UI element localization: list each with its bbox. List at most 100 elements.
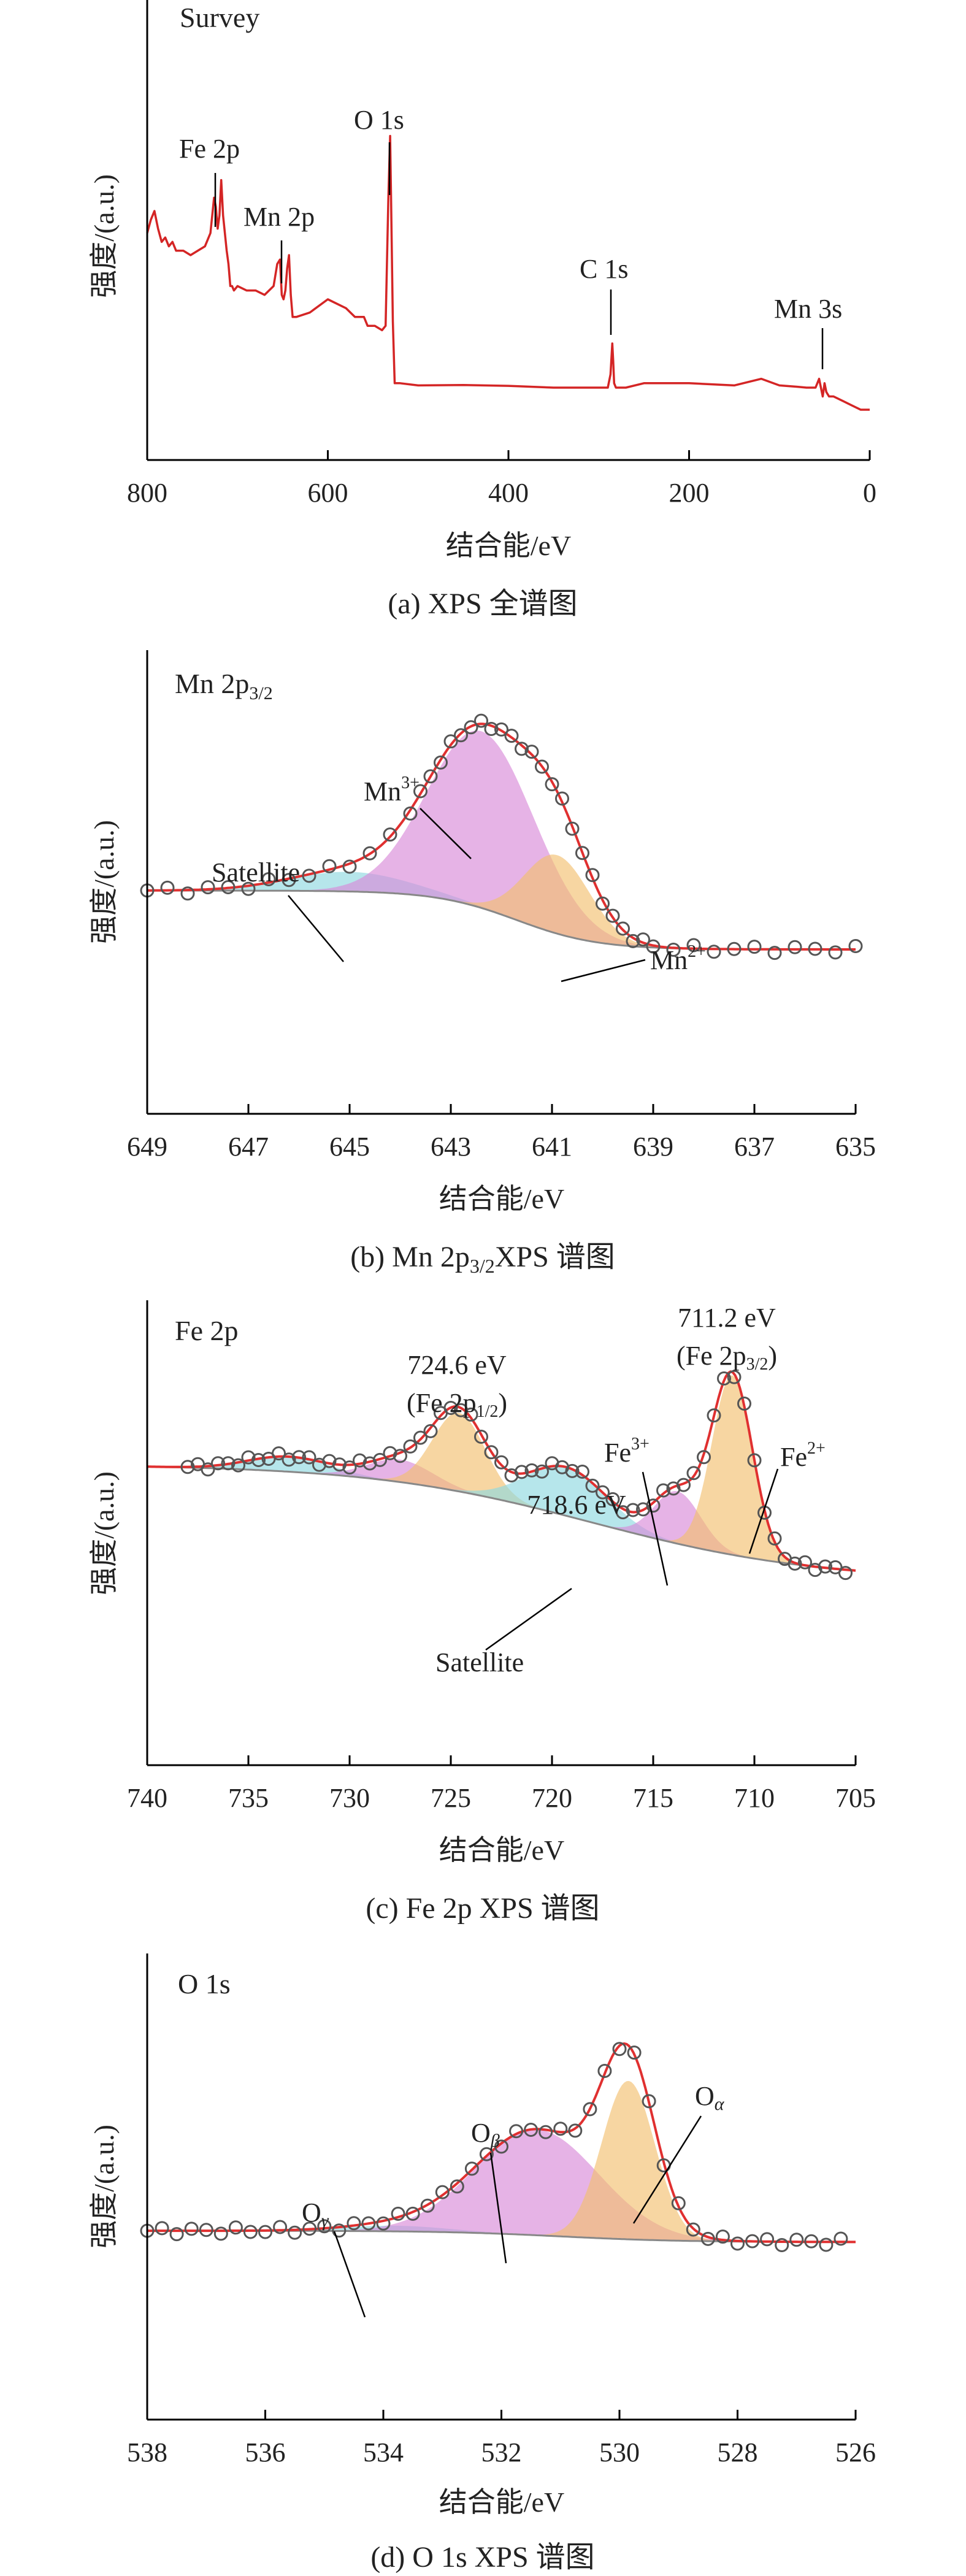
panel-d-tick-label-528: 528 — [718, 2437, 758, 2467]
panel-d-data-point — [391, 2206, 405, 2221]
panel-a-plot-area — [146, 134, 870, 411]
panel-b-label-mn3-sup: 3+ — [401, 773, 420, 792]
panel-c-data-point — [302, 1450, 316, 1465]
panel-d-data-point — [361, 2216, 376, 2231]
panel-b-tick-label-635: 635 — [835, 1132, 876, 1162]
panel-a-y-label: 强度/(a.u.) — [88, 174, 120, 298]
panel-c-label-fe2: Fe2+ — [780, 1439, 826, 1472]
panel-b-data-point — [515, 742, 529, 756]
panel-b-data-point — [322, 859, 337, 873]
panel-d-label-ob-main: O — [471, 2118, 491, 2148]
panel-b-caption: (b) Mn 2p3/2XPS 谱图 — [350, 1241, 615, 1277]
panel-d-data-point — [627, 2045, 642, 2060]
panel-a-tick-label-200: 200 — [669, 478, 710, 508]
panel-c-data-point — [464, 1407, 478, 1422]
panel-b-data-point — [535, 759, 549, 774]
panel-b-data-point — [646, 939, 661, 954]
panel-d-data-point — [568, 2123, 583, 2138]
panel-c-peak-5 — [147, 1375, 856, 1571]
panel-b-data-point — [434, 755, 448, 770]
panel-c-data-point — [180, 1460, 195, 1474]
panel-c-label-fe2p12-main: (Fe 2p — [407, 1388, 477, 1418]
panel-c-data-point — [201, 1462, 215, 1477]
panel-b-tick-label-641: 641 — [532, 1132, 572, 1162]
panel-d-x-ticks: 538 536 534 532 530 528 526 — [127, 2410, 876, 2467]
panel-b-data-point — [707, 945, 721, 959]
panel-d-tick-label-530: 530 — [599, 2437, 640, 2467]
panel-c-data-point — [575, 1465, 589, 1479]
panel-b-data-point — [727, 941, 742, 956]
panel-d-data-point — [376, 2216, 391, 2231]
panel-d-data-point — [524, 2123, 539, 2137]
panel-b: 649 647 645 643 641 639 637 635 Mn 2p3/2 Satell… — [88, 650, 876, 1277]
panel-b-data-point — [494, 722, 508, 737]
panel-c-data-point — [656, 1483, 670, 1498]
panel-d-data-point — [273, 2220, 288, 2234]
panel-d-tick-label-526: 526 — [835, 2437, 876, 2467]
panel-d-data-point — [775, 2238, 789, 2252]
panel-c-peak-3 — [147, 1466, 856, 1571]
panel-d-data-point — [435, 2185, 450, 2199]
panel-d-data-point — [405, 2206, 420, 2221]
panel-c-data-point — [251, 1453, 266, 1467]
panel-b-tick-label-645: 645 — [329, 1132, 370, 1162]
panel-b-data-point — [585, 868, 600, 883]
panel-b-label-satellite: Satellite — [212, 857, 300, 887]
panel-c-label-fe2p12: (Fe 2p1/2) — [407, 1388, 507, 1421]
panel-c-data-point — [282, 1452, 296, 1467]
panel-d-data-point — [184, 2221, 199, 2236]
panel-d-data-point — [243, 2225, 258, 2239]
panel-b-data-point — [201, 880, 215, 895]
panel-d-data-point — [450, 2179, 464, 2194]
panel-b-data-point — [524, 745, 539, 759]
panel-c-data-point — [373, 1452, 387, 1467]
panel-a-title: Survey — [180, 2, 259, 33]
panel-a: 800 600 400 200 0 Survey Fe 2p O 1s Mn 2p C … — [88, 0, 876, 620]
panel-b-caption-pre: (b) Mn 2p — [350, 1241, 470, 1273]
panel-b-data-point — [383, 827, 397, 842]
panel-d-data-point — [539, 2125, 553, 2139]
panel-c-data-point — [717, 1371, 731, 1386]
panel-a-tick-label-600: 600 — [308, 478, 348, 508]
panel-d-data-point — [730, 2236, 745, 2251]
panel-b-title: Mn 2p3/2 — [175, 668, 273, 703]
panel-c-label-satellite: Satellite — [435, 1647, 524, 1677]
panel-d-data-point — [169, 2227, 184, 2242]
panel-d-data-point — [715, 2229, 730, 2244]
panel-d-leader-oa — [632, 2115, 702, 2224]
panel-c-label-fe2-sup: 2+ — [807, 1439, 826, 1458]
panel-c-data-point — [838, 1566, 853, 1581]
panel-c-data-point — [767, 1531, 782, 1546]
panel-c-label-fe2p32-main: (Fe 2p — [677, 1341, 746, 1371]
panel-c-label-fe2p32-post: ) — [768, 1341, 777, 1371]
panel-b-plot-area — [140, 713, 863, 960]
panel-c-tick-label-705: 705 — [835, 1783, 876, 1813]
panel-a-tick-label-800: 800 — [127, 478, 167, 508]
panel-d-label-og-sub: γ — [321, 2210, 329, 2231]
panel-a-x-ticks: 800 600 400 200 0 — [127, 450, 876, 508]
panel-b-data-point — [636, 932, 650, 947]
panel-d-data-point — [700, 2231, 715, 2246]
panel-c-label-fe2-main: Fe — [780, 1442, 807, 1472]
panel-b-data-point — [808, 941, 822, 956]
panel-c-tick-label-740: 740 — [127, 1783, 167, 1813]
panel-c-data-point — [707, 1408, 721, 1423]
panel-b-data-point — [848, 939, 863, 953]
panel-b-title-main: Mn 2p — [175, 668, 249, 699]
panel-d-data-point — [494, 2139, 508, 2154]
panel-d-data-point — [464, 2161, 479, 2176]
panel-d-label-ob: Oβ — [471, 2118, 500, 2151]
panel-d-data-point — [834, 2231, 848, 2246]
panel-d-data-point — [597, 2064, 612, 2078]
panel-c-data-point — [413, 1430, 427, 1445]
panel-c-y-label: 强度/(a.u.) — [88, 1471, 120, 1595]
panel-b-data-point — [160, 880, 175, 895]
panel-d-data-point — [760, 2232, 775, 2247]
panel-d-data-point — [332, 2223, 347, 2238]
panel-d-data-point — [612, 2042, 627, 2057]
panel-d-caption: (d) O 1s XPS 谱图 — [370, 2541, 594, 2574]
panel-c-label-fe2p32: (Fe 2p3/2) — [677, 1341, 777, 1374]
panel-a-caption: (a) XPS 全谱图 — [388, 588, 577, 620]
panel-b-peak-2 — [147, 854, 856, 949]
panel-c-data-point — [697, 1450, 711, 1465]
